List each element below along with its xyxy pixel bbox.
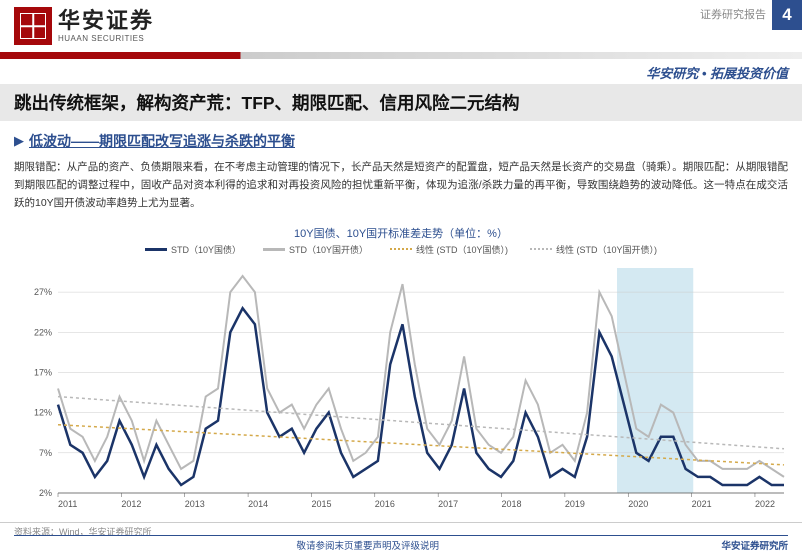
chart-container: 2% 7% 12% 17% 22% 27% 2011 2012 2013 2014 2015 2016… bbox=[0, 258, 802, 518]
footer: 敬请参阅末页重要声明及评级说明 华安证券研究所 bbox=[0, 535, 802, 555]
line-chart: 2% 7% 12% 17% 22% 27% 2011 2012 2013 2014 2015 2016… bbox=[14, 258, 788, 518]
svg-text:2013: 2013 bbox=[185, 499, 205, 509]
svg-text:7%: 7% bbox=[39, 447, 52, 457]
legend-item-s2: STD（10Y国开债） bbox=[263, 243, 368, 256]
legend-swatch bbox=[390, 248, 412, 250]
legend-label: 线性 (STD（10Y国债）) bbox=[416, 243, 508, 256]
chart-title: 10Y国债、10Y国开标准差走势（单位：%） bbox=[0, 225, 802, 241]
footer-org: 华安证券研究所 bbox=[721, 538, 788, 552]
brand-block: 华安证券 HUAAN SECURITIES bbox=[58, 10, 154, 43]
svg-text:12%: 12% bbox=[34, 407, 52, 417]
header: 华安证券 HUAAN SECURITIES 证券研究报告 4 bbox=[0, 0, 802, 52]
brand-cn: 华安证券 bbox=[58, 10, 154, 32]
page-number: 4 bbox=[772, 0, 802, 30]
svg-text:2015: 2015 bbox=[311, 499, 331, 509]
legend-swatch bbox=[145, 248, 167, 251]
legend-label: 线性 (STD（10Y国开债）) bbox=[556, 243, 657, 256]
legend-swatch bbox=[530, 248, 552, 250]
svg-text:17%: 17% bbox=[34, 367, 52, 377]
svg-text:2017: 2017 bbox=[438, 499, 458, 509]
legend-swatch bbox=[263, 248, 285, 251]
sub-brand-tagline: 华安研究 • 拓展投资价值 bbox=[0, 59, 802, 84]
body-paragraph: 期限错配：从产品的资产、负债期限来看，在不考虑主动管理的情况下，长产品天然是短资… bbox=[0, 155, 802, 221]
legend-item-t2: 线性 (STD（10Y国开债）) bbox=[530, 243, 657, 256]
svg-text:2016: 2016 bbox=[375, 499, 395, 509]
report-type-label: 证券研究报告 bbox=[700, 6, 766, 22]
svg-text:2011: 2011 bbox=[58, 499, 77, 509]
svg-text:27%: 27% bbox=[34, 287, 52, 297]
svg-text:2022: 2022 bbox=[755, 499, 775, 509]
legend-item-t1: 线性 (STD（10Y国债）) bbox=[390, 243, 508, 256]
gradient-divider bbox=[0, 52, 802, 59]
svg-text:2019: 2019 bbox=[565, 499, 585, 509]
svg-text:2021: 2021 bbox=[692, 499, 712, 509]
subtitle: 低波动——期限匹配改写追涨与杀跌的平衡 bbox=[29, 131, 295, 151]
svg-text:2018: 2018 bbox=[502, 499, 522, 509]
svg-text:2%: 2% bbox=[39, 488, 52, 498]
logo bbox=[14, 7, 52, 45]
svg-text:22%: 22% bbox=[34, 327, 52, 337]
svg-text:2012: 2012 bbox=[121, 499, 141, 509]
chart-legend: STD（10Y国债） STD（10Y国开债） 线性 (STD（10Y国债）) 线… bbox=[0, 243, 802, 256]
svg-text:2014: 2014 bbox=[248, 499, 268, 509]
subtitle-row: ▶ 低波动——期限匹配改写追涨与杀跌的平衡 bbox=[0, 121, 802, 155]
page-title: 跳出传统框架，解构资产荒：TFP、期限匹配、信用风险二元结构 bbox=[0, 84, 802, 121]
legend-label: STD（10Y国开债） bbox=[289, 243, 368, 256]
legend-item-s1: STD（10Y国债） bbox=[145, 243, 241, 256]
footer-disclaimer: 敬请参阅末页重要声明及评级说明 bbox=[296, 538, 439, 552]
triangle-icon: ▶ bbox=[14, 133, 24, 149]
legend-label: STD（10Y国债） bbox=[171, 243, 241, 256]
brand-en: HUAAN SECURITIES bbox=[58, 34, 154, 43]
svg-text:2020: 2020 bbox=[628, 499, 648, 509]
